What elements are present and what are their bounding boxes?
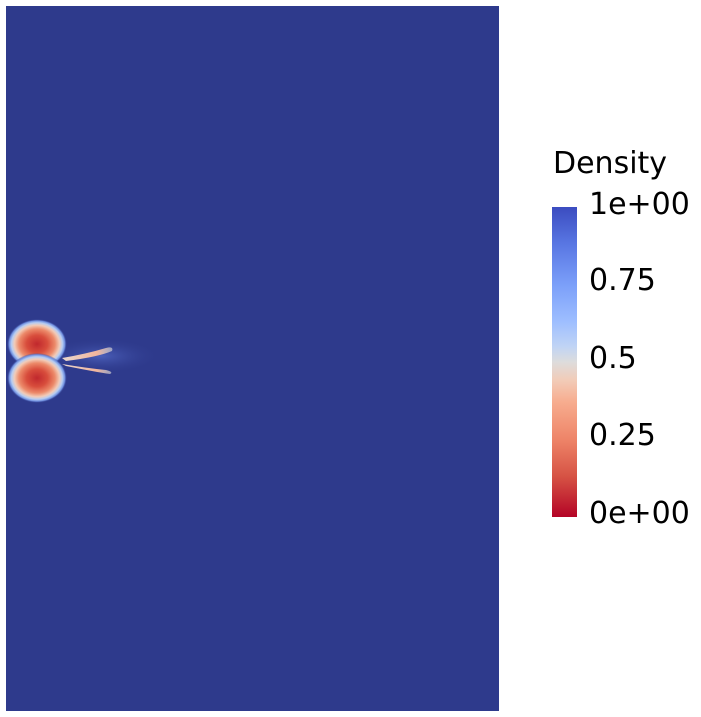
density-field-plot	[6, 6, 499, 711]
colorbar-tick-max: 1e+00	[589, 187, 690, 222]
colorbar-tick-025: 0.25	[589, 418, 656, 453]
colorbar-tick-075: 0.75	[589, 263, 656, 298]
vortex-tail-upper	[62, 347, 113, 361]
colorbar-tick-min: 0e+00	[589, 496, 690, 531]
colorbar-gradient	[552, 207, 577, 517]
vortex-lobe-lower	[7, 353, 67, 403]
colorbar-tick-05: 0.5	[589, 341, 637, 376]
vortex-tail-lower	[62, 364, 112, 374]
wake-haze	[41, 338, 161, 374]
colorbar-title: Density	[553, 146, 668, 181]
